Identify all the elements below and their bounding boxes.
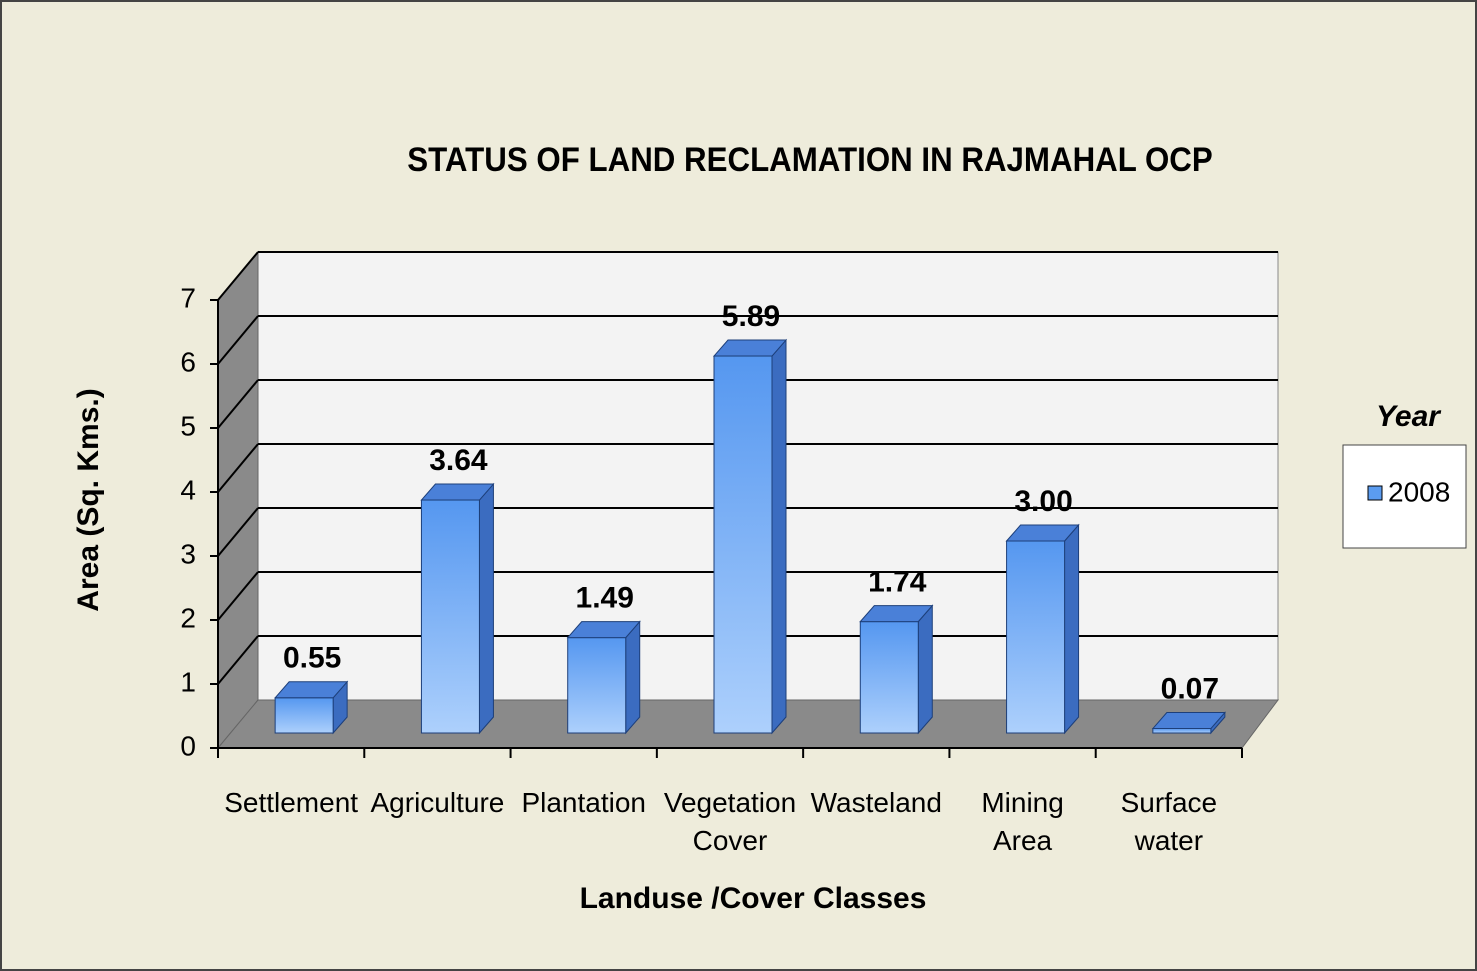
y-tick-label: 5: [180, 410, 196, 441]
y-tick-label: 0: [180, 730, 196, 761]
legend: [1342, 444, 1467, 549]
y-tick-label: 2: [180, 602, 196, 633]
x-tick-label-line: Vegetation: [664, 787, 796, 818]
data-label: 3.64: [429, 444, 488, 477]
bar: [1006, 540, 1066, 734]
y-axis-label: Area (Sq. Kms.): [72, 388, 105, 611]
x-tick-label-line: Settlement: [224, 787, 358, 818]
grid-line: [217, 443, 259, 493]
bar: [420, 499, 480, 734]
bar: [859, 621, 919, 734]
side-wall: [217, 250, 259, 750]
x-tick-label: Wasteland: [811, 787, 942, 818]
bar: [274, 697, 334, 734]
bar-top: [566, 621, 641, 639]
grid-line: [217, 571, 259, 621]
chart-title: STATUS OF LAND RECLAMATION IN RAJMAHAL O…: [407, 140, 1212, 179]
bar-side: [771, 338, 787, 735]
y-tick-label: 3: [180, 538, 196, 569]
grid-line: [217, 315, 259, 365]
bar-top: [274, 681, 349, 699]
x-axis-label: Landuse /Cover Classes: [580, 882, 927, 915]
bar-side: [625, 620, 641, 735]
bar-side: [1064, 523, 1080, 735]
x-tick-label-line: Plantation: [521, 787, 646, 818]
x-tick-label: Settlement: [224, 787, 358, 818]
bar-top: [420, 483, 495, 501]
y-tick-label: 1: [180, 666, 196, 697]
data-label: 3.00: [1014, 485, 1072, 518]
bar-top: [1151, 712, 1226, 730]
bar-top: [712, 339, 788, 357]
bar: [1152, 728, 1212, 734]
x-tick-label-line: water: [1134, 825, 1203, 856]
x-tick-label-line: Wasteland: [811, 787, 942, 818]
bar: [567, 637, 627, 734]
legend-title: Year: [1376, 400, 1442, 433]
x-tick-label-line: Surface: [1121, 787, 1218, 818]
data-label: 5.89: [722, 300, 780, 333]
x-tick-label: Agriculture: [371, 787, 505, 818]
grid-line: [217, 507, 259, 557]
x-tick-label-line: Mining: [981, 787, 1063, 818]
data-label: 0.07: [1161, 672, 1219, 705]
y-tick-label: 4: [180, 474, 196, 505]
data-label: 1.74: [868, 566, 927, 599]
grid-line: [217, 635, 259, 685]
grid-line: [217, 379, 259, 429]
x-tick-label: Vegetation Cover: [664, 787, 796, 856]
legend-swatch: [1367, 485, 1383, 501]
x-tick-label-line: Agriculture: [371, 787, 505, 818]
y-tick-label: 6: [180, 346, 196, 377]
bar-top: [1005, 524, 1080, 542]
x-tick-label: Mining Area: [981, 787, 1063, 856]
legend-label: 2008: [1388, 476, 1450, 507]
bar: [713, 355, 773, 734]
bar-side: [917, 604, 933, 735]
data-label: 1.49: [576, 582, 634, 615]
bar-side: [478, 482, 494, 735]
y-tick-label: 7: [180, 282, 196, 313]
x-tick-label: Surface water: [1121, 787, 1218, 856]
data-label: 0.55: [283, 642, 341, 675]
bar-top: [859, 605, 934, 623]
grid-line: [217, 251, 259, 301]
x-tick-label: Plantation: [521, 787, 646, 818]
x-tick-label-line: Area: [993, 825, 1053, 856]
x-tick-label-line: Cover: [693, 825, 768, 856]
